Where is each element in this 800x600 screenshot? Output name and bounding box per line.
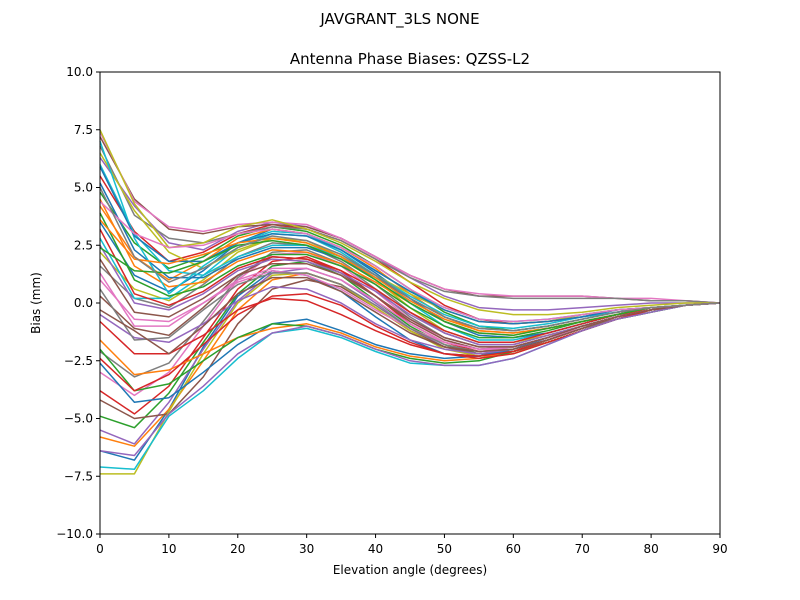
- y-tick-label: 0.0: [74, 296, 93, 310]
- y-tick-label: −5.0: [64, 412, 93, 426]
- x-tick-label: 60: [506, 542, 521, 556]
- series-line-47: [99, 200, 721, 323]
- x-tick-label: 10: [161, 542, 176, 556]
- x-tick-label: 90: [712, 542, 727, 556]
- x-axis-label: Elevation angle (degrees): [333, 563, 487, 577]
- y-axis-label: Bias (mm): [29, 272, 43, 334]
- x-tick-label: 20: [230, 542, 245, 556]
- series-line-21: [99, 221, 721, 339]
- x-axis: 0 10 20 30 40 50 60 70 80 90: [96, 534, 728, 556]
- y-tick-label: −7.5: [64, 469, 93, 483]
- x-tick-label: 80: [643, 542, 658, 556]
- y-tick-label: 5.0: [74, 181, 93, 195]
- x-tick-label: 0: [96, 542, 104, 556]
- y-tick-label: 10.0: [66, 65, 93, 79]
- y-tick-label: −2.5: [64, 354, 93, 368]
- x-tick-label: 50: [437, 542, 452, 556]
- figure-suptitle: JAVGRANT_3LS NONE: [319, 10, 479, 29]
- series-line-45: [99, 302, 721, 457]
- series-line-48: [99, 187, 721, 332]
- y-tick-label: 2.5: [74, 238, 93, 252]
- series-layer: [99, 129, 721, 475]
- series-line-28: [99, 145, 721, 304]
- series-line-25: [99, 157, 720, 311]
- series-line-43: [99, 239, 721, 337]
- x-tick-label: 70: [575, 542, 590, 556]
- series-line-24: [99, 175, 721, 325]
- chart-title: Antenna Phase Biases: QZSS-L2: [290, 50, 530, 68]
- series-line-39: [99, 129, 720, 316]
- y-tick-label: 7.5: [74, 123, 93, 137]
- series-line-46: [99, 276, 721, 355]
- y-axis: −10.0 −7.5 −5.0 −2.5 0.0 2.5 5.0 7.5 10.0: [56, 65, 100, 541]
- x-tick-label: 30: [299, 542, 314, 556]
- y-tick-label: −10.0: [56, 527, 93, 541]
- x-tick-label: 40: [368, 542, 383, 556]
